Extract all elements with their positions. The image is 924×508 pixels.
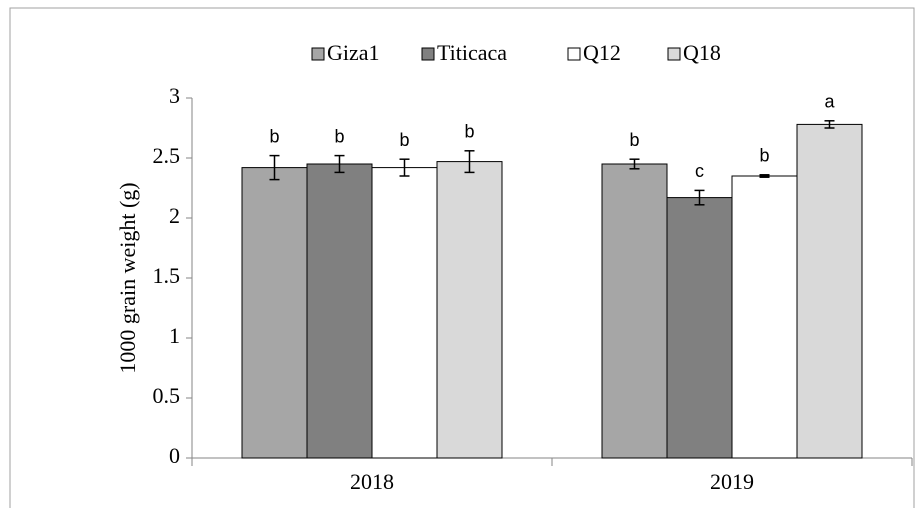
bar [241,167,308,459]
y-tick-label: 1 [169,323,180,348]
bar [436,161,503,459]
error-bar [824,120,835,129]
x-tick-label: 2019 [710,469,754,494]
significance-letter: b [269,126,279,146]
error-bar [269,154,280,181]
legend-label: Q12 [583,40,621,65]
significance-letter: b [334,126,344,146]
significance-letter: b [759,146,769,166]
significance-letter: b [464,122,474,142]
y-tick-label: 3 [169,83,180,108]
y-tick-label: 0.5 [153,383,181,408]
error-bar [334,154,345,174]
error-bar [759,174,770,178]
error-bar [629,158,640,170]
x-tick-label: 2018 [350,469,394,494]
bar [306,163,373,459]
y-tick-label: 2.5 [153,143,181,168]
y-tick-label: 2 [169,203,180,228]
bar [371,167,438,459]
error-bar [694,189,705,206]
significance-letter: b [629,130,639,150]
y-tick-label: 0 [169,443,180,468]
legend-swatch [667,47,681,61]
bar [601,163,668,459]
legend-swatch [311,47,325,61]
significance-letter: a [824,92,835,112]
significance-letter: c [695,161,704,181]
legend-label: Titicaca [437,40,507,65]
significance-letter: b [399,130,409,150]
legend-label: Giza1 [327,40,380,65]
bar [731,175,798,459]
error-bar [399,158,410,177]
bar [796,123,863,459]
y-tick-label: 1.5 [153,263,181,288]
error-bar [464,150,475,174]
y-axis-label: 1000 grain weight (g) [115,182,140,373]
bar [666,197,733,459]
legend-swatch [421,47,435,61]
legend-swatch [567,47,581,61]
legend-label: Q18 [683,40,721,65]
